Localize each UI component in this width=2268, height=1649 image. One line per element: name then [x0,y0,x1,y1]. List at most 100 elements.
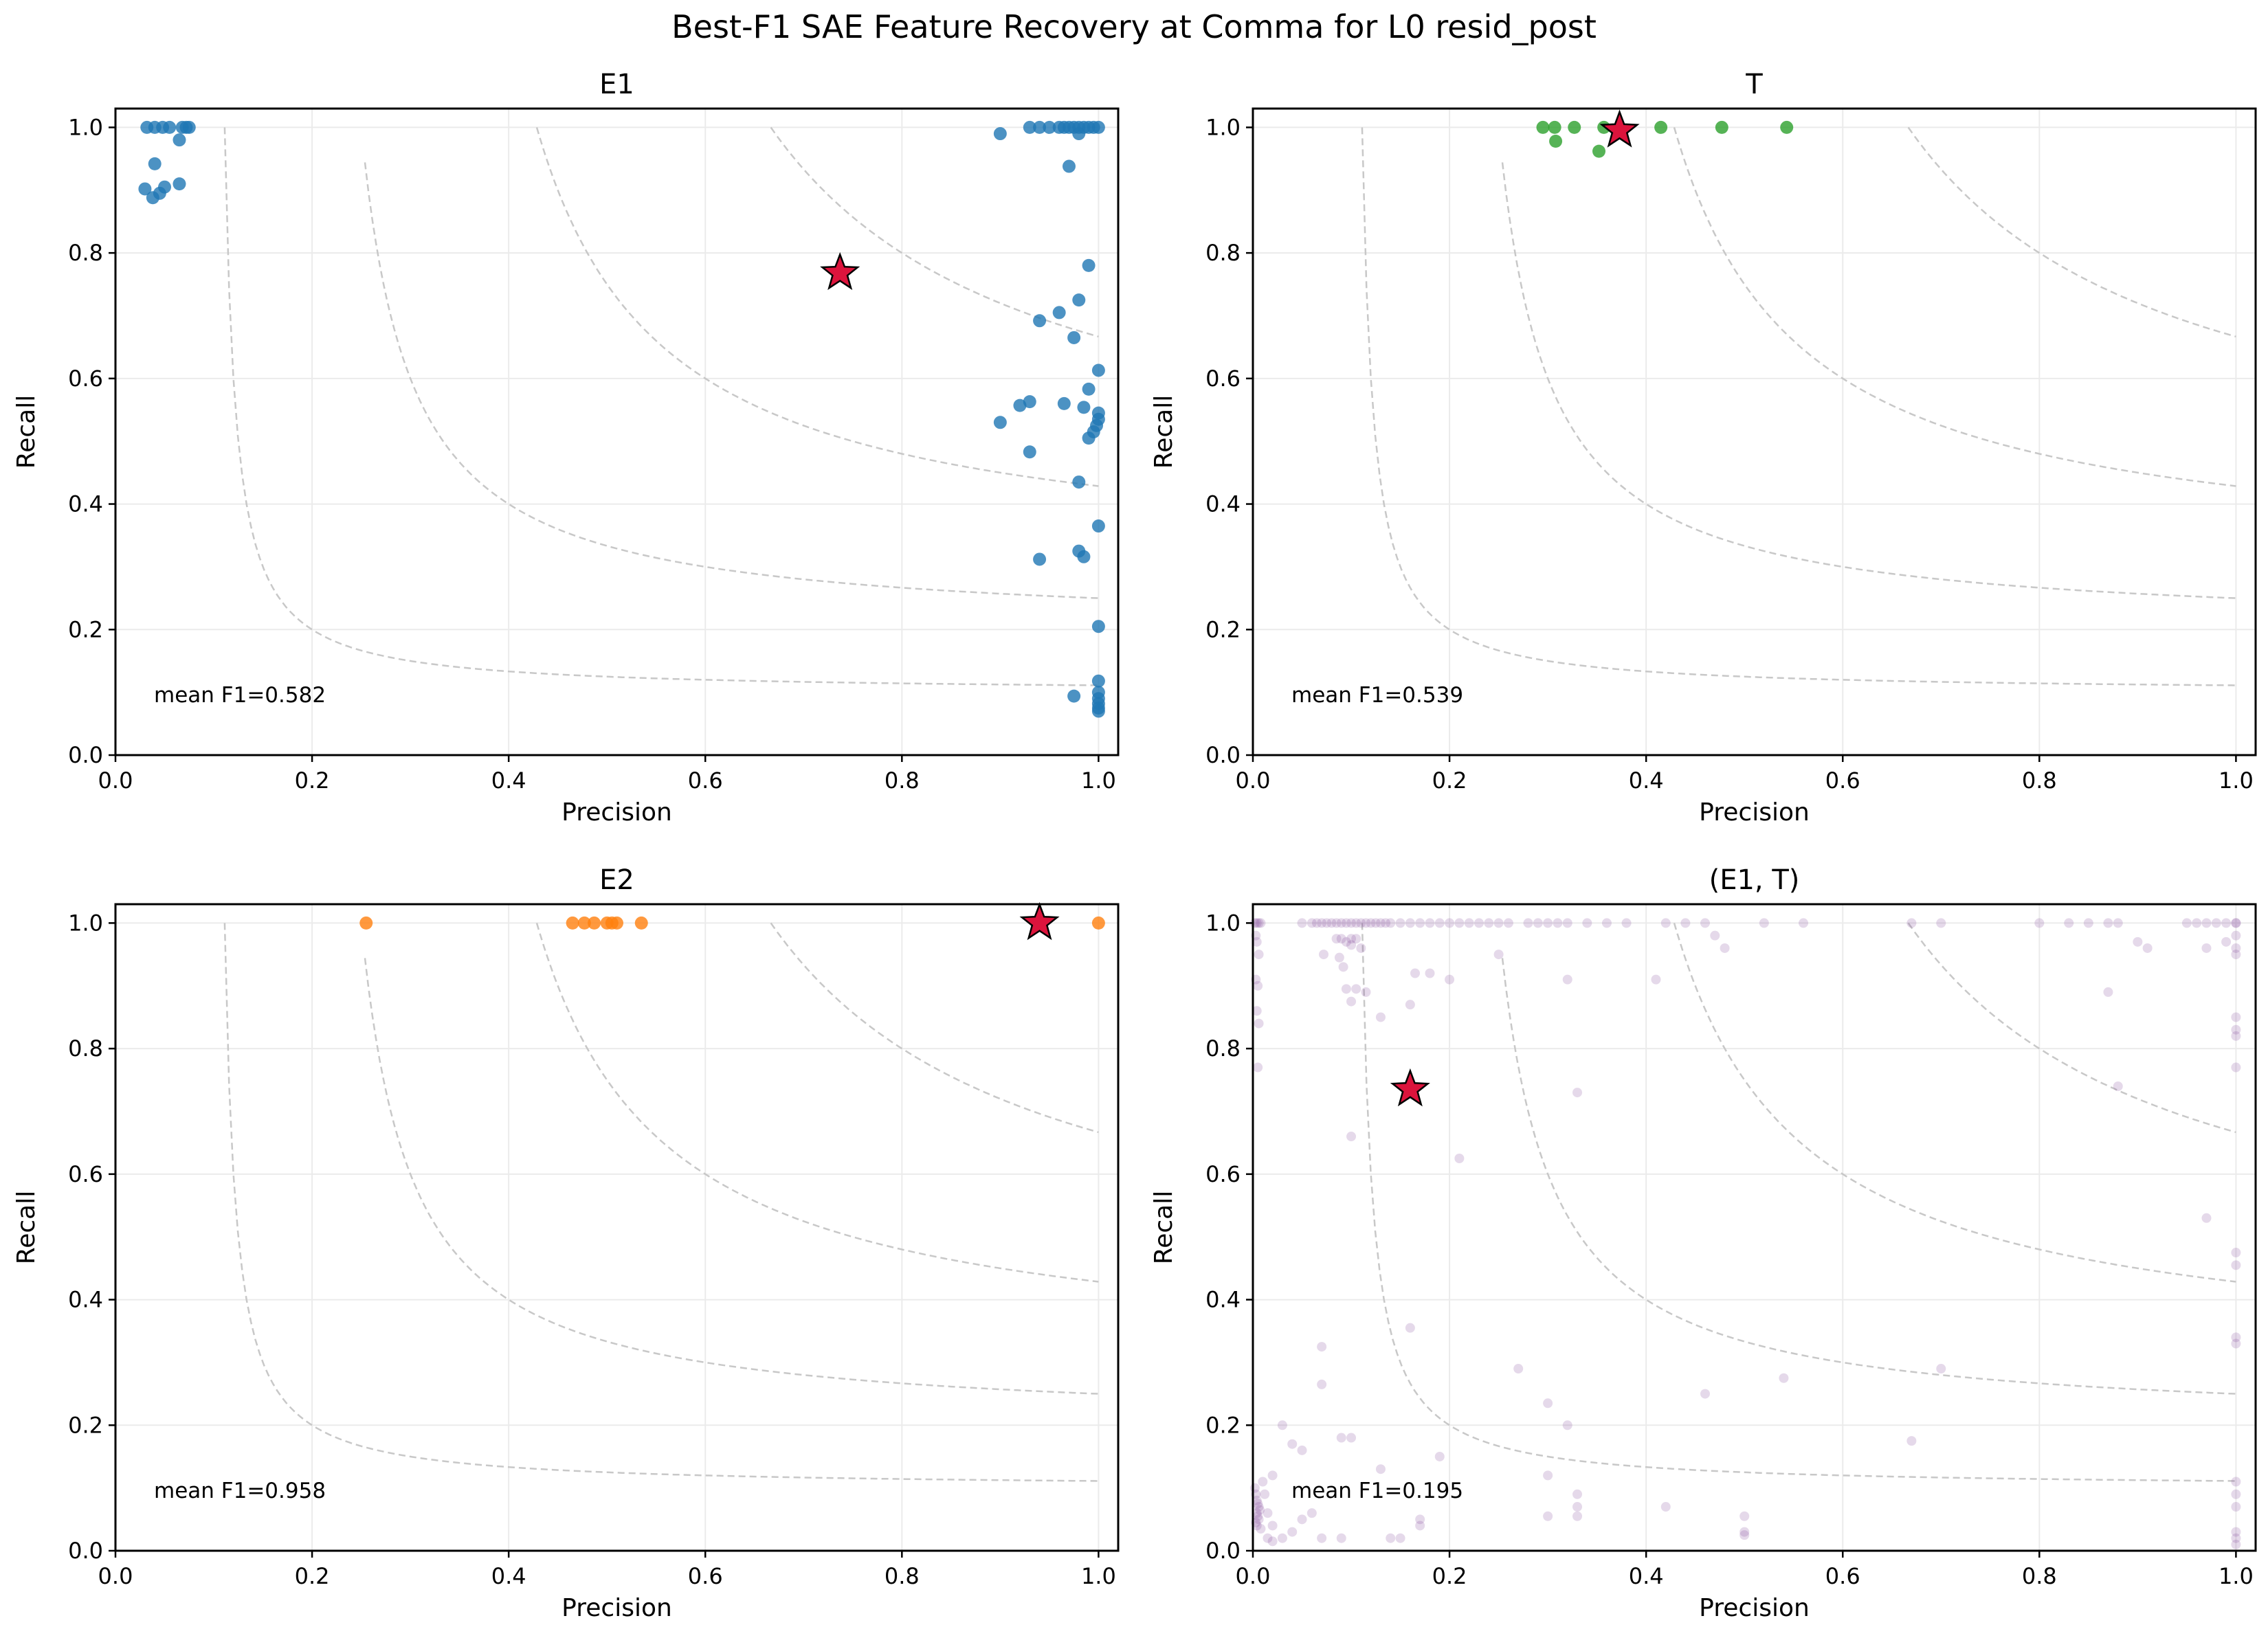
axes-frame [1252,107,2257,756]
data-point [1267,1521,1278,1531]
panel-title: E2 [599,864,634,896]
data-point [2231,943,2241,953]
data-point [1336,1433,1346,1443]
data-point [1739,1530,1750,1540]
data-point [2103,918,2113,928]
y-tick-label: 0.8 [68,240,103,266]
y-tick-label: 0.8 [1205,240,1241,266]
data-point [1445,918,1455,928]
data-point [1334,952,1344,963]
x-tick-label: 0.6 [688,767,723,794]
x-tick-label: 0.4 [491,1563,526,1589]
mean-f1-annotation: mean F1=0.539 [1291,683,1463,708]
data-point [1562,1420,1572,1431]
data-point [1700,918,1710,928]
data-point [1548,120,1561,134]
data-point [1370,918,1381,928]
data-point [2181,918,2192,928]
data-point [1254,1514,1264,1525]
data-point [2142,943,2153,953]
panel-e1: 0.00.0 0.2 0.2 0.4 0.4 0.6 0.6 0.8 0.8 1.0 1.0 E1 Pr… [12,69,1120,827]
data-point [1317,1379,1327,1389]
data-point [1346,934,1357,944]
iso-f1-curve [1907,922,2236,1134]
x-tick-label: 1.0 [1081,767,1116,794]
data-point [138,182,152,196]
data-point [1759,918,1769,928]
mean-f1-annotation: mean F1=0.195 [1291,1479,1463,1503]
data-point [1254,1018,1264,1029]
data-point [1317,1533,1327,1543]
x-tick-label: 1.0 [2219,1563,2254,1589]
axes-frame [1252,903,2257,1552]
data-point [1077,401,1091,414]
x-tick-label: 0.6 [1825,767,1860,794]
data-point [1346,918,1357,928]
data-point [2083,918,2093,928]
data-point [2231,1502,2241,1512]
data-point [1091,674,1105,688]
data-point [1715,120,1728,134]
data-point [1252,936,1262,947]
panel-title: E1 [599,69,634,100]
data-point [1562,918,1572,928]
data-point [1523,918,1533,928]
data-point [1425,918,1435,928]
data-point [1621,918,1632,928]
data-point [1252,1508,1262,1518]
iso-f1-curve [1361,923,2236,1482]
data-point [1287,1527,1298,1537]
data-point [993,127,1007,141]
data-point [1936,918,1946,928]
data-point [1256,1524,1266,1534]
data-point [1297,918,1307,928]
data-point [2231,1477,2241,1487]
y-axis-label: Recall [12,395,41,469]
data-point [163,120,177,134]
y-tick-label: 0.6 [68,1161,103,1187]
data-point [1543,1511,1553,1521]
data-point [1395,918,1405,928]
data-point [1415,1514,1425,1525]
data-point [1253,1511,1263,1521]
data-point [1311,918,1322,928]
data-point [1936,1364,1946,1374]
data-point [1739,1527,1750,1537]
iso-f1-curve [223,923,1099,1482]
data-point [1067,689,1081,703]
data-point [173,133,186,147]
x-tick-label: 0.8 [2022,1563,2057,1589]
data-point [173,177,186,191]
iso-f1-curve [1361,127,2236,686]
best-f1-star [1019,901,1060,941]
data-point [2231,1539,2241,1549]
x-axis-label: Precision [562,798,672,827]
data-point [1317,918,1327,928]
data-point [610,916,623,930]
data-point [1562,974,1572,985]
y-tick-label: 0.2 [1205,616,1241,642]
data-point [1660,918,1671,928]
iso-f1-curve [770,922,1099,1134]
y-axis-label: Recall [12,1191,41,1264]
data-point [1572,1088,1583,1098]
data-point [1405,918,1415,928]
x-axis-label: Precision [562,1594,672,1622]
data-point [1700,1389,1710,1399]
data-point [1091,620,1105,633]
data-point [1091,519,1105,533]
y-tick-label: 0.0 [1205,742,1241,768]
data-point [1543,1470,1553,1481]
data-point [1341,936,1351,947]
data-point [2113,918,2123,928]
data-point [182,120,196,134]
data-point [1739,1511,1750,1521]
data-point [2221,918,2232,928]
data-point [1336,1533,1346,1543]
y-tick-label: 1.0 [68,114,103,140]
data-point [1474,918,1484,928]
data-point [1067,330,1081,344]
data-point [1410,968,1421,978]
data-point [1386,1533,1396,1543]
